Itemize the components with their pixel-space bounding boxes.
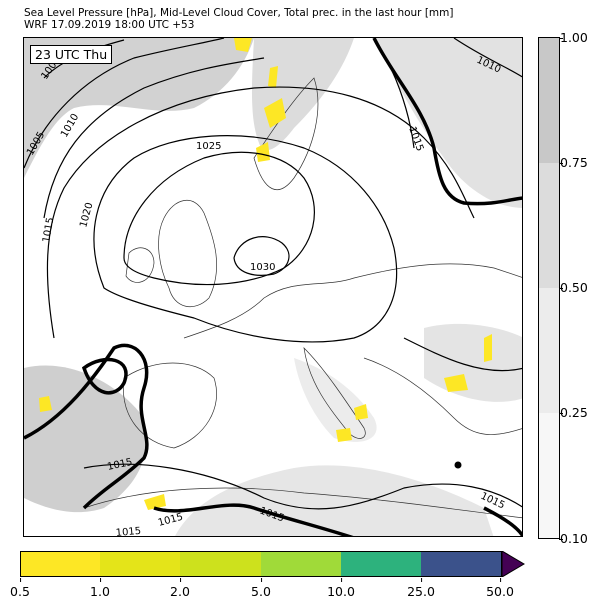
- coast-africa: [83, 487, 522, 519]
- precip-colorbar: [20, 551, 502, 577]
- precip-tick-label: 5.0: [251, 578, 271, 599]
- precip-bin: [421, 551, 502, 577]
- isobar-label: 1015: [406, 125, 425, 153]
- precip-patch: [256, 142, 270, 162]
- cloud-tick-label: 0.50: [559, 280, 588, 295]
- bold-isobar-south: [153, 503, 354, 536]
- isobar-1010: [43, 57, 265, 219]
- isobar-label: 1020: [78, 201, 95, 228]
- cloud-area-italy: [294, 358, 377, 442]
- pressure-center-marker: [454, 461, 462, 469]
- chart-subtitle: WRF 17.09.2019 18:00 UTC +53: [24, 19, 195, 31]
- cloud-area-scandinavia: [251, 38, 354, 151]
- precip-patch: [444, 374, 468, 392]
- precip-bin: [20, 551, 100, 577]
- coast-balkans: [363, 357, 522, 435]
- precip-overflow-arrow: [502, 551, 525, 577]
- map-canvas: 1000 1005 1010 1010 1015 1015 1015 1015 …: [24, 38, 522, 537]
- cloud-cover-colorbar: [538, 37, 560, 539]
- map-panel: 1000 1005 1010 1010 1015 1015 1015 1015 …: [23, 37, 523, 537]
- cloud-bin-25-50: [539, 288, 559, 413]
- bold-isobar-lowloop: [81, 357, 128, 395]
- cloud-tick-label: 0.10: [559, 531, 588, 546]
- cloud-tick-label: 0.25: [559, 405, 588, 420]
- cloud-area-balkans: [424, 323, 522, 402]
- precip-patch: [268, 66, 278, 88]
- isobar-1010-ne: [453, 38, 522, 78]
- cloud-bin-50-75: [539, 163, 559, 288]
- precip-patch: [39, 396, 52, 412]
- cloud-area-northeast: [374, 38, 522, 208]
- isobar-label: 1015: [106, 457, 133, 473]
- precip-patch: [264, 98, 286, 128]
- coastline-layer: [83, 77, 522, 519]
- precip-bin: [261, 551, 341, 577]
- isobar-1030: [233, 236, 290, 276]
- bold-isobar-west: [24, 343, 149, 510]
- chart-title: Sea Level Pressure [hPa], Mid-Level Clou…: [24, 7, 454, 19]
- cloud-area-west: [24, 365, 147, 513]
- cloud-bin-75-100: [539, 38, 559, 163]
- precip-patch: [354, 404, 368, 420]
- precip-layer: [39, 38, 492, 510]
- cloud-tick-label: 0.75: [559, 155, 588, 170]
- precip-patch: [336, 428, 352, 442]
- cloud-area-south: [175, 465, 494, 536]
- precip-bin: [180, 551, 261, 577]
- isobar-label: 1015: [41, 217, 56, 244]
- isobar-layer: [24, 38, 522, 510]
- precip-tick-label: 10.0: [327, 578, 355, 599]
- isobar-1015-south: [83, 463, 522, 510]
- cloud-area-northwest: [24, 38, 254, 178]
- bold-isobar-layer: [24, 38, 522, 536]
- coast-continent: [183, 263, 522, 339]
- isobar-1005: [24, 38, 225, 169]
- coast-britain: [158, 199, 217, 308]
- precip-bin: [100, 551, 180, 577]
- isobar-label: 1025: [196, 141, 221, 152]
- precip-patch: [144, 494, 166, 510]
- isobar-1015: [46, 86, 475, 339]
- precip-tick-label: 50.0: [486, 578, 514, 599]
- bold-isobar-southeast: [483, 506, 522, 536]
- coast-iberia: [123, 362, 217, 449]
- precip-tick-label: 2.0: [170, 578, 190, 599]
- isobar-label: 1030: [250, 262, 275, 273]
- precip-tick-label: 25.0: [407, 578, 435, 599]
- isobar-1015-east: [403, 337, 522, 372]
- precip-patch: [484, 334, 492, 362]
- isobar-label: 1015: [115, 526, 141, 537]
- cloud-bin-10-25: [539, 413, 559, 538]
- bold-isobar-northeast: [372, 38, 522, 206]
- cloud-tick-label: 1.00: [559, 30, 588, 45]
- isobar-label: 1015: [157, 512, 184, 529]
- coast-ireland: [125, 247, 155, 283]
- precip-patch: [234, 38, 252, 52]
- isobar-1025: [123, 151, 315, 286]
- precip-tick-label: 0.5: [10, 578, 30, 599]
- time-label: 23 UTC Thu: [30, 45, 113, 64]
- precip-bin: [341, 551, 421, 577]
- isobar-1020: [93, 135, 398, 343]
- precip-tick-label: 1.0: [90, 578, 110, 599]
- coast-italy: [303, 347, 366, 439]
